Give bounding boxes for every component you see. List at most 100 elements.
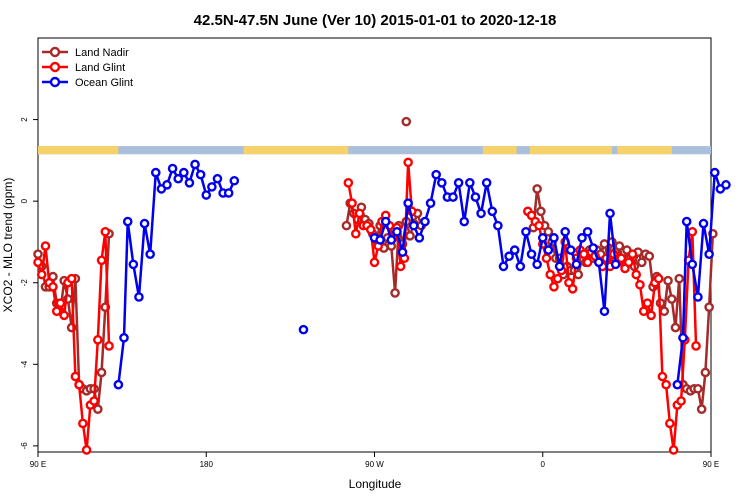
data-point [579,249,589,259]
data-point [644,251,655,262]
legend-marker [49,76,61,88]
data-point [638,306,649,317]
data-point [623,257,634,268]
data-point [693,292,703,302]
data-point [616,253,627,264]
data-point [375,235,385,245]
x-tick-label: 0 [541,460,546,469]
data-point [431,169,441,180]
data-point [113,379,124,390]
data-point [567,284,578,294]
data-point [582,257,593,268]
data-point [386,235,397,245]
data-point [96,367,107,378]
data-point [661,379,671,390]
data-point [459,216,470,227]
series-line [117,163,236,385]
data-point [139,218,150,229]
data-point [392,226,402,237]
data-point [59,310,69,321]
data-point [134,292,144,302]
ocean-strip [38,146,711,155]
data-point [532,184,542,194]
legend-marker [49,61,61,73]
data-point [36,269,47,280]
data-point [81,445,92,455]
data-point [33,257,43,268]
x-tick-label: 90 W [365,460,384,469]
data-point [167,163,178,174]
data-point [33,249,43,259]
series-ocean-glint [113,159,731,390]
data-point [351,228,361,239]
data-point [343,177,354,188]
land-strip-segment [243,146,349,155]
data-point [532,259,542,270]
series-land-glint [33,157,701,455]
data-point [195,169,206,180]
data-point [545,269,556,280]
data-point [687,226,698,237]
data-point [698,218,709,229]
y-axis-label: XCO2 - MLO trend (ppm) [1,178,15,313]
y-tick-label: -4 [20,360,29,368]
data-point [78,418,88,429]
data-point [401,116,412,127]
data-point [526,249,537,259]
data-point [515,261,526,272]
x-tick-label: 180 [200,460,214,469]
data-point [89,396,99,406]
data-point [560,226,570,237]
data-point [670,322,681,333]
data-point [543,245,554,255]
data-point [51,306,62,317]
legend: Land Nadir Land Glint Ocean Glint [42,46,133,89]
data-point [465,177,475,188]
data-point [549,233,559,243]
data-point [179,167,189,178]
data-point [721,180,731,190]
data-point [605,208,615,219]
data-point [104,341,114,351]
data-point [594,257,604,268]
data-point [627,249,638,259]
data-point [66,273,77,284]
data-point [543,226,554,237]
legend-label: Ocean Glint [75,77,133,89]
data-point [498,261,509,272]
data-point [659,306,670,317]
data-point [704,302,714,313]
data-point [509,245,520,255]
data-point [631,269,642,280]
data-point [642,298,653,308]
data-point [162,180,172,190]
data-point [145,249,155,259]
data-point [493,220,503,231]
data-point [676,396,686,406]
data-point [100,226,111,237]
data-point [93,404,103,414]
data-point [646,310,656,321]
data-point [674,273,685,284]
y-tick-label: 0 [20,198,29,203]
data-point [672,379,683,390]
data-point [614,241,625,251]
data-point [668,445,679,455]
y-tick-label: -2 [20,279,29,287]
data-point [354,208,365,219]
data-point [571,259,582,270]
data-point [128,259,139,270]
data-point [700,367,711,378]
legend-marker [49,46,61,58]
data-point [657,371,668,382]
legend-label: Land Nadir [75,47,129,59]
data-point [537,233,548,243]
data-point [369,257,380,268]
data-point [74,379,84,390]
land-strip-segment [617,146,672,155]
data-point [190,159,200,170]
land-ocean-strip [38,146,711,155]
data-point [55,298,66,308]
data-point [678,332,688,343]
data-point [549,282,559,292]
